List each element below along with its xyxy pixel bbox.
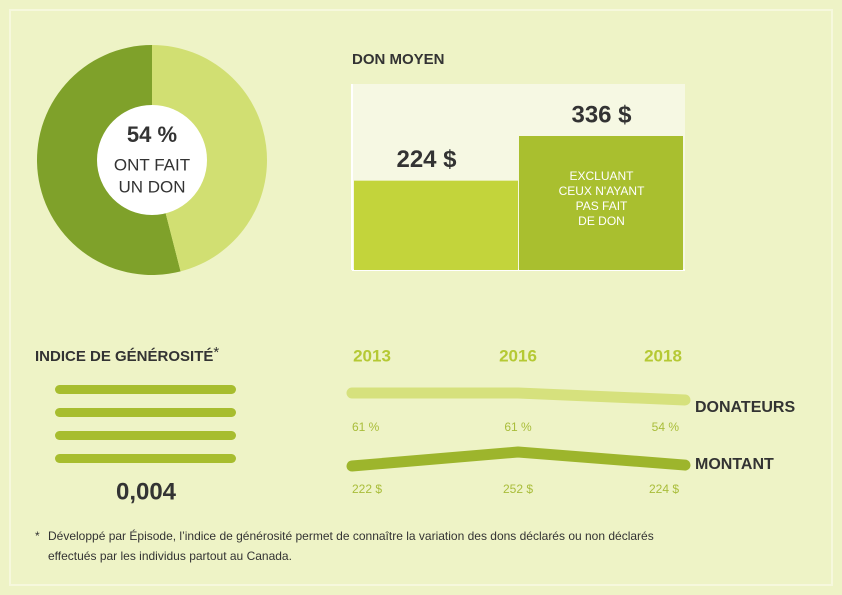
line-value-label: 252 $ [503, 482, 533, 496]
bar-annotation: EXCLUANT [569, 169, 634, 183]
index-marker: * [213, 344, 219, 361]
bar-annotation: PAS FAIT [576, 199, 628, 213]
footnote-line: Développé par Épisode, l’indice de génér… [48, 528, 654, 543]
pie-slice [152, 45, 267, 272]
bar [354, 180, 518, 270]
bar-value-label: 224 $ [396, 146, 457, 173]
bar [519, 136, 683, 270]
footnote-line: effectués par les individus partout au C… [48, 549, 292, 563]
index-stripe [55, 408, 236, 417]
bar-title: DON MOYEN [352, 51, 445, 68]
index-title: INDICE DE GÉNÉROSITÉ* [35, 344, 219, 365]
x-category-label: 2018 [644, 346, 682, 365]
x-category-label: 2013 [353, 346, 391, 365]
line-value-label: 222 $ [352, 482, 382, 496]
bar-annotation: CEUX N'AYANT [559, 184, 646, 198]
index-title-text: INDICE DE GÉNÉROSITÉ [35, 348, 213, 365]
index-stripe [55, 385, 236, 394]
x-category-label: 2016 [499, 346, 537, 365]
line-series [346, 387, 691, 406]
footnote-marker: * [35, 529, 40, 543]
line-value-label: 224 $ [649, 482, 679, 496]
bar-annotation: DE DON [578, 214, 625, 228]
donut-hole [97, 105, 207, 215]
index-value: 0,004 [116, 478, 177, 505]
pie-value-label: 54 % [127, 122, 177, 147]
bar-value-label: 336 $ [571, 101, 632, 128]
index-stripe [55, 431, 236, 440]
line-value-label: 54 % [652, 420, 680, 434]
line-series [346, 446, 691, 472]
line-value-label: 61 % [504, 420, 532, 434]
line-value-label: 61 % [352, 420, 380, 434]
pie-label: ONT FAIT [114, 155, 190, 174]
legend-label: MONTANT [695, 456, 774, 473]
legend-label: DONATEURS [695, 399, 795, 416]
frame [9, 9, 833, 586]
index-stripe [55, 454, 236, 463]
pie-label: UN DON [118, 177, 185, 196]
